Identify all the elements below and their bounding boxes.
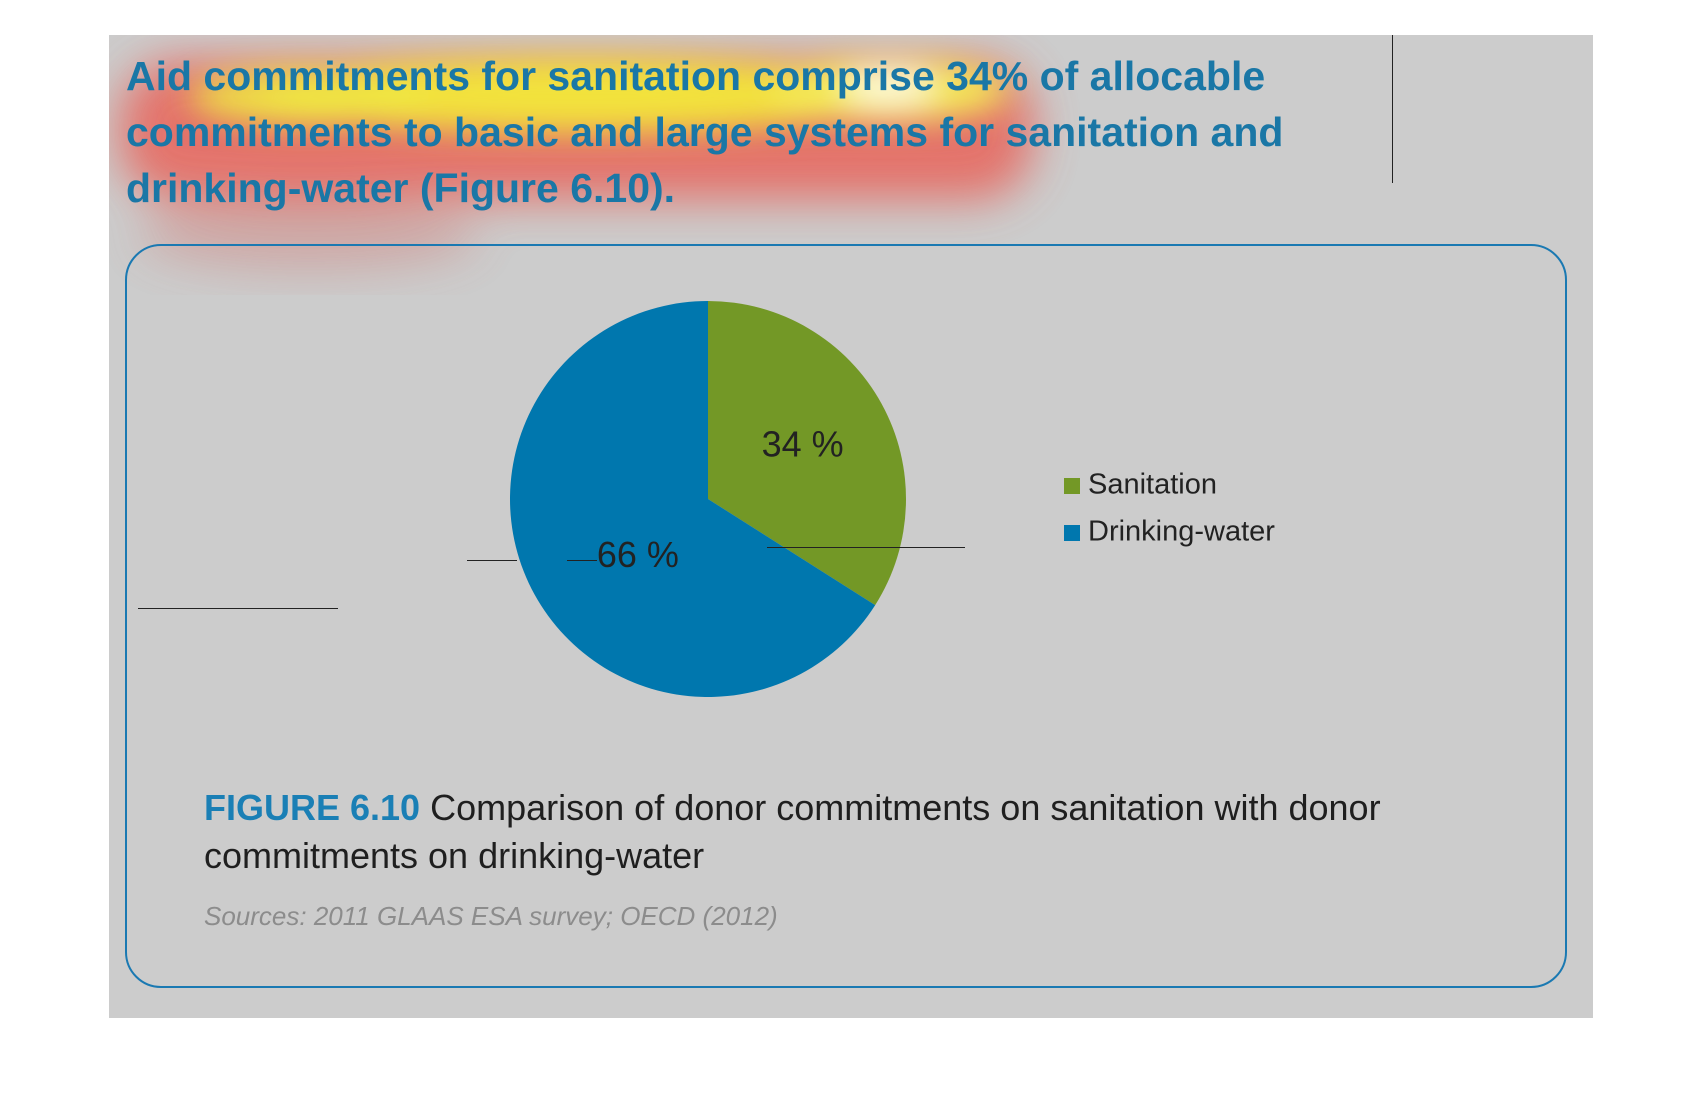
stray-line-mid — [567, 560, 597, 561]
pie-chart: 34 % 66 % Sanitation Drinking-water — [510, 301, 1275, 698]
legend-swatch-drinking-water — [1064, 525, 1080, 541]
data-label-sanitation: 34 % — [762, 423, 844, 464]
figure-box: 34 % 66 % Sanitation Drinking-water FIGURE… — [125, 244, 1567, 988]
legend: Sanitation Drinking-water — [1064, 469, 1275, 548]
figure-caption-text: Comparison of donor commitments on sanit… — [204, 787, 1381, 876]
source-note: Sources: 2011 GLAAS ESA survey; OECD (20… — [204, 901, 778, 931]
legend-label-drinking-water: Drinking-water — [1088, 516, 1275, 548]
pie-data-labels: 34 % 66 % — [597, 423, 844, 575]
pie-slice-sanitation — [708, 301, 906, 606]
text-cursor-line — [1392, 35, 1393, 183]
stray-line-mid-left — [467, 560, 517, 561]
data-label-drinking-water: 66 % — [597, 534, 679, 575]
pie-slices — [510, 301, 906, 698]
legend-swatch-sanitation — [1064, 478, 1080, 494]
headline: Aid commitments for sanitation comprise … — [126, 53, 1284, 211]
figure-caption: FIGURE 6.10 Comparison of donor commitme… — [204, 784, 1524, 880]
figure-label: FIGURE 6.10 — [204, 787, 421, 828]
legend-label-sanitation: Sanitation — [1088, 469, 1217, 501]
pie-slice-drinking-water — [510, 301, 876, 698]
stray-line-right — [767, 547, 965, 548]
slide: Aid commitments for sanitation comprise … — [109, 35, 1593, 1018]
stray-line-left — [138, 608, 338, 609]
